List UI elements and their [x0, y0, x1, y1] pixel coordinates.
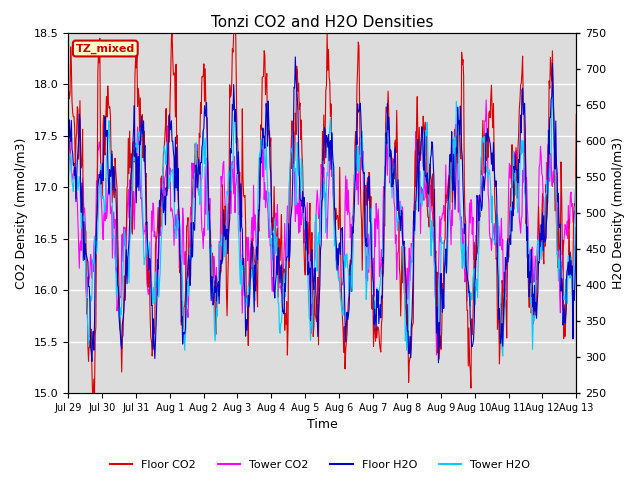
- X-axis label: Time: Time: [307, 419, 337, 432]
- Title: Tonzi CO2 and H2O Densities: Tonzi CO2 and H2O Densities: [211, 15, 433, 30]
- Text: TZ_mixed: TZ_mixed: [76, 43, 135, 54]
- Y-axis label: H2O Density (mmol/m3): H2O Density (mmol/m3): [612, 137, 625, 289]
- Y-axis label: CO2 Density (mmol/m3): CO2 Density (mmol/m3): [15, 137, 28, 288]
- Legend: Floor CO2, Tower CO2, Floor H2O, Tower H2O: Floor CO2, Tower CO2, Floor H2O, Tower H…: [105, 456, 535, 474]
